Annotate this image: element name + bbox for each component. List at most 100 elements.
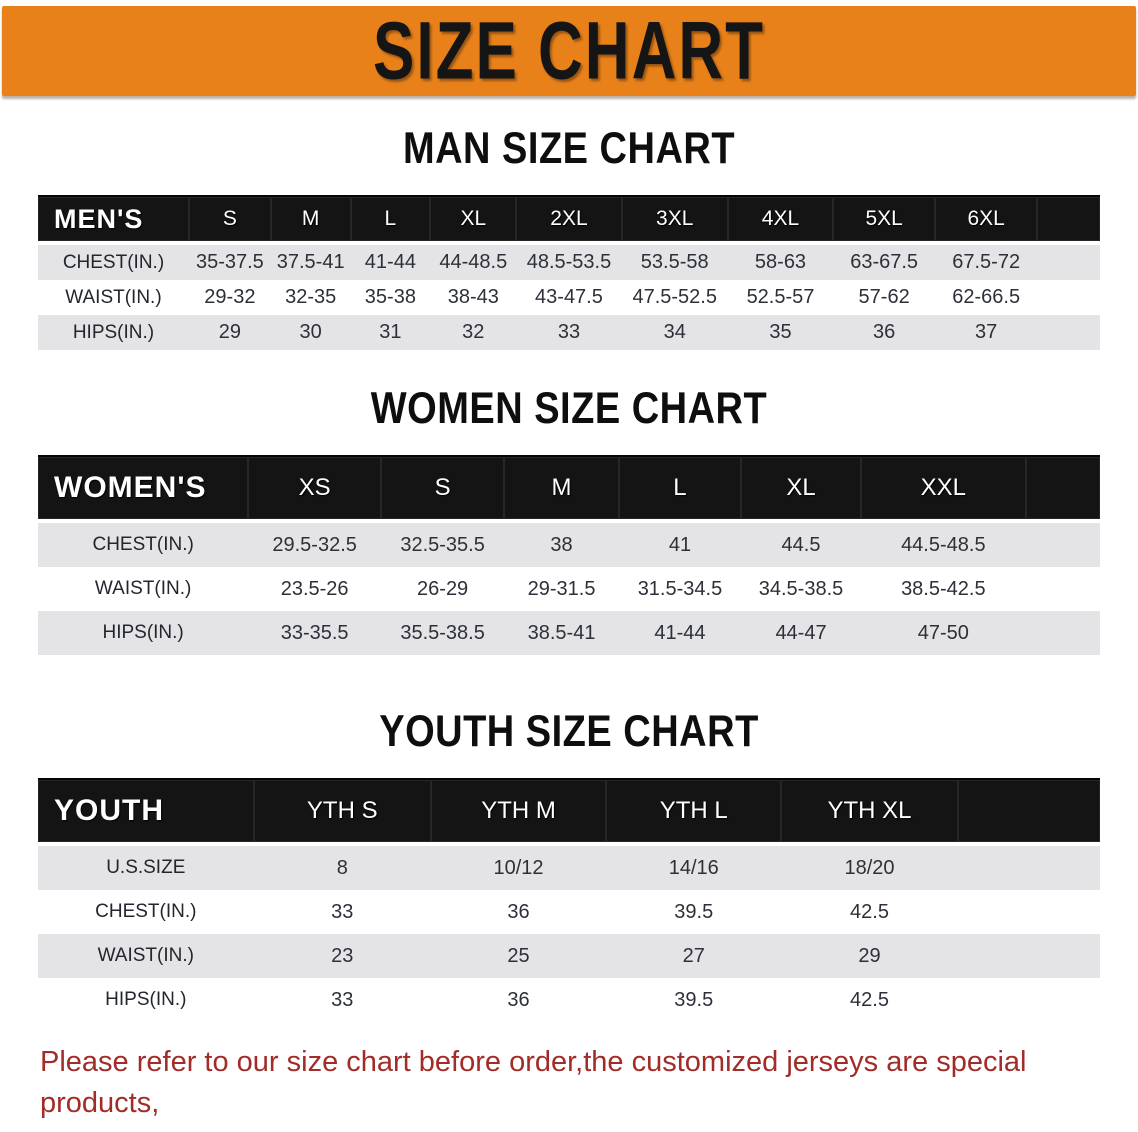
value-cell: 27 (606, 934, 782, 978)
size-header-cell: XL (741, 455, 862, 523)
size-header-cell: 3XL (621, 195, 728, 245)
row-label-cell: HIPS(IN.) (38, 315, 189, 350)
row-label-cell: HIPS(IN.) (38, 611, 249, 655)
table-row: HIPS(IN.) 33-35.5 35.5-38.5 38.5-41 41-44 44-… (38, 611, 1100, 655)
value-cell: 31.5-34.5 (618, 567, 742, 611)
man-size-title-text: MAN SIZE CHART (402, 124, 736, 174)
value-cell: 23.5-26 (248, 567, 382, 611)
size-header-cell: XL (430, 195, 517, 245)
value-cell: 41-44 (350, 243, 431, 280)
filler-cell (1025, 521, 1100, 567)
value-cell: 29 (188, 315, 271, 350)
table-row: WAIST(IN.) 29-32 32-35 35-38 38-43 43-47.5 47.… (38, 280, 1100, 315)
disclaimer-note: Please refer to our size chart before or… (40, 1042, 1118, 1132)
size-chart-banner: SIZE CHART (2, 5, 1136, 97)
filler-cell (957, 844, 1100, 890)
table-row: WAIST(IN.) 23 25 27 29 (38, 934, 1100, 978)
man-size-title: MAN SIZE CHART (0, 124, 1138, 174)
value-cell: 41-44 (618, 611, 742, 655)
row-label-cell: CHEST(IN.) (38, 890, 254, 934)
size-header-cell: L (618, 455, 742, 523)
table-title-cell: MEN'S (38, 195, 189, 245)
size-header-cell: XXL (861, 455, 1026, 523)
value-cell: 62-66.5 (935, 280, 1038, 315)
filler-cell (1025, 567, 1100, 611)
filler-cell (1037, 280, 1100, 315)
value-cell: 25 (430, 934, 607, 978)
value-cell: 14/16 (606, 844, 782, 890)
size-header-cell: XS (248, 455, 382, 523)
value-cell: 29 (781, 934, 958, 978)
value-cell: 26-29 (381, 567, 505, 611)
size-header-cell: 4XL (727, 195, 834, 245)
value-cell: 37 (935, 315, 1038, 350)
value-cell: 41 (618, 521, 742, 567)
filler-cell (1037, 315, 1100, 350)
value-cell: 57-62 (833, 280, 936, 315)
value-cell: 38.5-41 (504, 611, 619, 655)
value-cell: 29-32 (188, 280, 271, 315)
value-cell: 35.5-38.5 (381, 611, 505, 655)
filler-cell (1037, 195, 1100, 245)
table-row: HIPS(IN.) 33 36 39.5 42.5 (38, 978, 1100, 1022)
women-size-title: WOMEN SIZE CHART (0, 384, 1138, 434)
value-cell: 33 (516, 315, 622, 350)
size-header-cell: YTH S (253, 778, 431, 846)
value-cell: 42.5 (781, 978, 958, 1022)
table-row: WAIST(IN.) 23.5-26 26-29 29-31.5 31.5-34.5 34… (38, 567, 1100, 611)
table-row: CHEST(IN.) 35-37.5 37.5-41 41-44 44-48.5 48.5… (38, 243, 1100, 280)
filler-cell (1025, 455, 1100, 523)
size-header-cell: S (188, 195, 271, 245)
value-cell: 29-31.5 (504, 567, 619, 611)
size-header-cell: 6XL (935, 195, 1038, 245)
man-size-section: MAN SIZE CHART MEN'S S M L XL 2XL 3XL 4XL 5XL 6XL… (0, 124, 1138, 350)
value-cell: 32-35 (270, 280, 351, 315)
value-cell: 38-43 (430, 280, 517, 315)
men-size-table: MEN'S S M L XL 2XL 3XL 4XL 5XL 6XL CHEST(IN.) 35-37… (38, 195, 1100, 350)
value-cell: 29.5-32.5 (248, 521, 382, 567)
value-cell: 30 (270, 315, 351, 350)
disclaimer-line-1: Please refer to our size chart before or… (40, 1046, 1027, 1120)
value-cell: 10/12 (430, 844, 607, 890)
value-cell: 36 (430, 978, 607, 1022)
value-cell: 43-47.5 (516, 280, 622, 315)
filler-cell (957, 890, 1100, 934)
value-cell: 39.5 (606, 978, 782, 1022)
size-header-cell: 5XL (833, 195, 936, 245)
banner-title: SIZE CHART (373, 5, 765, 97)
value-cell: 34 (621, 315, 728, 350)
value-cell: 36 (833, 315, 936, 350)
filler-cell (957, 934, 1100, 978)
value-cell: 44.5-48.5 (861, 521, 1026, 567)
filler-cell (957, 778, 1100, 846)
filler-cell (1037, 243, 1100, 280)
value-cell: 32 (430, 315, 517, 350)
size-header-cell: S (381, 455, 505, 523)
value-cell: 38.5-42.5 (861, 567, 1026, 611)
value-cell: 8 (253, 844, 431, 890)
value-cell: 31 (350, 315, 431, 350)
value-cell: 52.5-57 (727, 280, 834, 315)
table-row: CHEST(IN.) 33 36 39.5 42.5 (38, 890, 1100, 934)
size-header-cell: YTH XL (781, 778, 958, 846)
value-cell: 39.5 (606, 890, 782, 934)
table-title-cell: YOUTH (38, 778, 254, 846)
value-cell: 32.5-35.5 (381, 521, 505, 567)
value-cell: 23 (253, 934, 431, 978)
filler-cell (957, 978, 1100, 1022)
value-cell: 48.5-53.5 (516, 243, 622, 280)
size-header-cell: 2XL (516, 195, 622, 245)
youth-size-title-text: YOUTH SIZE CHART (379, 707, 759, 757)
women-size-table: WOMEN'S XS S M L XL XXL CHEST(IN.) 29.5-32.5 32.5… (38, 455, 1100, 655)
value-cell: 18/20 (781, 844, 958, 890)
row-label-cell: WAIST(IN.) (38, 280, 189, 315)
value-cell: 36 (430, 890, 607, 934)
value-cell: 35-38 (350, 280, 431, 315)
women-size-title-text: WOMEN SIZE CHART (370, 384, 768, 434)
size-header-cell: YTH L (606, 778, 782, 846)
value-cell: 63-67.5 (833, 243, 936, 280)
value-cell: 33 (253, 978, 431, 1022)
value-cell: 44.5 (741, 521, 862, 567)
youth-size-section: YOUTH SIZE CHART YOUTH YTH S YTH M YTH L YTH… (0, 707, 1138, 1022)
